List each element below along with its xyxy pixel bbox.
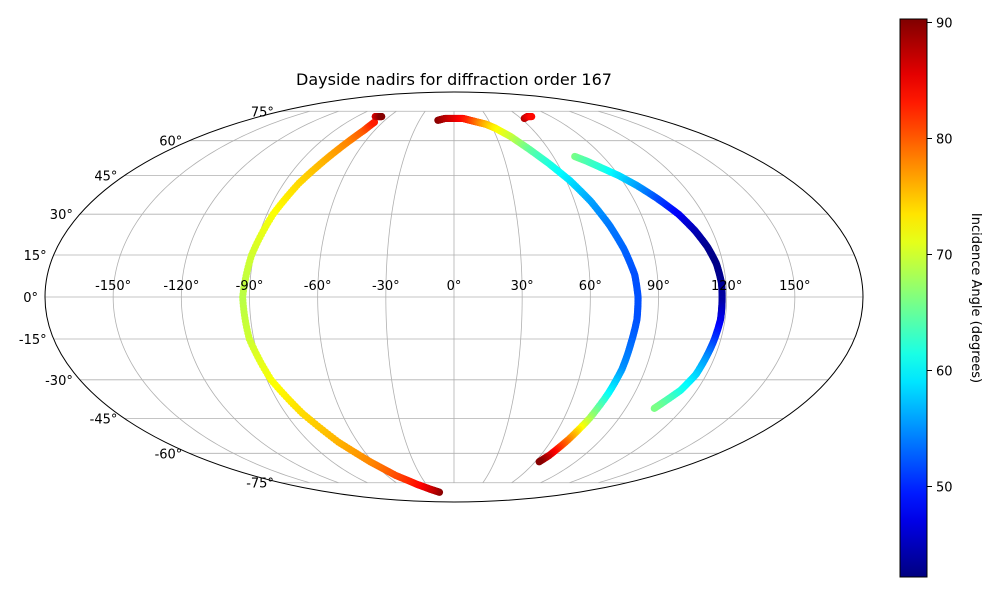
data-points bbox=[239, 112, 726, 496]
longitude-tick-label: -150° bbox=[95, 279, 131, 294]
data-point bbox=[528, 112, 536, 121]
colorbar-ticks: 50 60 70 80 90 bbox=[927, 16, 953, 496]
latitude-tick-label: 45° bbox=[94, 170, 117, 185]
latitude-tick-labels: 75° 60° 45° 30° 15° 0° -15° -30° -45° -60° -75° bbox=[19, 105, 274, 491]
grid-meridian bbox=[180, 110, 339, 484]
data-point bbox=[370, 118, 379, 126]
longitude-tick-labels: -150° -120° -90° -60° -30° 0° 30° 60° 90° 120° 150… bbox=[95, 279, 810, 294]
longitude-tick-label: -60° bbox=[304, 279, 332, 294]
latitude-tick-label: 15° bbox=[24, 249, 47, 264]
latitude-tick-label: -15° bbox=[19, 333, 47, 348]
grid-meridian bbox=[385, 111, 426, 483]
longitude-tick-label: -90° bbox=[236, 279, 264, 294]
colorbar bbox=[899, 18, 928, 578]
longitude-tick-label: 150° bbox=[779, 279, 810, 294]
grid-meridian bbox=[317, 110, 397, 484]
grid-meridian bbox=[482, 111, 523, 483]
longitude-tick-label: 60° bbox=[579, 279, 602, 294]
longitude-tick-label: 90° bbox=[647, 279, 670, 294]
grid-meridian bbox=[112, 110, 310, 484]
latitude-tick-label: 30° bbox=[50, 208, 73, 223]
map-boundary bbox=[44, 91, 864, 503]
colorbar-label: Incidence Angle (degrees) bbox=[968, 213, 983, 383]
grid-meridian bbox=[598, 110, 796, 484]
data-point bbox=[378, 112, 386, 121]
grid-meridian bbox=[249, 110, 368, 484]
latitude-tick-label: -60° bbox=[155, 447, 183, 462]
longitude-tick-label: 0° bbox=[447, 279, 462, 294]
longitude-tick-label: -120° bbox=[163, 279, 199, 294]
data-point bbox=[650, 404, 658, 412]
grid-lines bbox=[45, 110, 863, 484]
colorbar-tick-label: 70 bbox=[936, 248, 953, 263]
latitude-tick-label: 0° bbox=[23, 291, 38, 306]
grid-meridian bbox=[540, 110, 659, 484]
chart-title: Dayside nadirs for diffraction order 167 bbox=[296, 70, 612, 89]
colorbar-tick-label: 90 bbox=[936, 16, 953, 31]
latitude-tick-label: -75° bbox=[246, 477, 274, 492]
latitude-tick-label: 75° bbox=[251, 105, 274, 120]
latitude-tick-label: -45° bbox=[90, 412, 118, 427]
colorbar-tick-label: 80 bbox=[936, 132, 953, 147]
colorbar-tick-label: 60 bbox=[936, 365, 953, 380]
longitude-tick-label: 120° bbox=[711, 279, 742, 294]
grid-meridian bbox=[569, 110, 728, 484]
latitude-tick-label: 60° bbox=[159, 135, 182, 150]
grid-meridian bbox=[511, 110, 591, 484]
colorbar-tick-label: 50 bbox=[936, 481, 953, 496]
longitude-tick-label: -30° bbox=[372, 279, 400, 294]
latitude-tick-label: -30° bbox=[45, 374, 73, 389]
data-point bbox=[535, 458, 543, 466]
longitude-tick-label: 30° bbox=[511, 279, 534, 294]
